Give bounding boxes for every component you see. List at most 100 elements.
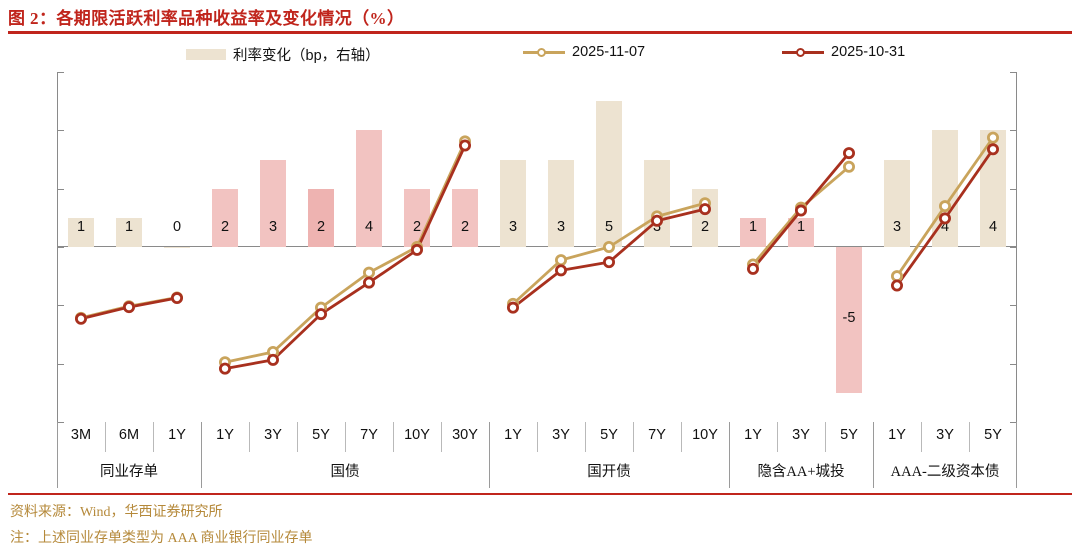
data-point-2025-10-31 [171,292,184,305]
bar-value-label: 1 [124,219,134,235]
data-point-2025-10-31 [554,264,567,277]
data-point-2025-10-31 [458,139,471,152]
bar [548,159,574,247]
y-tick-left [58,363,64,365]
bar [68,217,94,247]
bar [740,217,766,247]
legend-label-2025-10-31: 2025-10-31 [831,44,906,60]
x-minor-separator [249,422,250,452]
x-group-separator [489,422,490,488]
y-tick-right [1010,188,1016,190]
bar [164,247,190,248]
data-point-2025-10-31 [506,301,519,314]
bar [836,247,862,393]
x-tick-label: 5Y [840,427,858,443]
x-group-label: 隐含AA+城投 [757,464,845,480]
x-minor-separator [825,422,826,452]
data-point-2025-10-31 [939,212,952,225]
bar [308,188,334,247]
legend-swatch-bar [186,49,226,60]
y-tick-right [1010,363,1016,365]
bar [500,159,526,247]
bar [452,188,478,247]
legend-label-rate-change: 利率变化（bp，右轴） [233,48,380,64]
bar [404,188,430,247]
bar-value-label: 2 [700,219,710,235]
bar-value-label: 3 [268,219,278,235]
x-tick-label: 3Y [936,427,954,443]
baseline-zero [57,246,1017,247]
x-minor-separator [537,422,538,452]
legend-item-2025-10-31: 2025-10-31 [782,44,905,60]
x-tick-label: 1Y [504,427,522,443]
figure-footer: 资料来源：Wind，华西证券研究所 注：上述同业存单类型为 AAA 商业银行同业… [10,500,1070,552]
x-tick-label: 1Y [216,427,234,443]
bar-value-label: 3 [508,219,518,235]
data-point-2025-10-31 [123,301,136,314]
bar-value-label: 2 [220,219,230,235]
y-axis-right [1016,72,1017,422]
data-point-2025-10-31 [603,256,616,269]
divider-bottom [8,493,1072,495]
bar-value-label: 0 [172,219,182,235]
x-tick-label: 10Y [692,427,718,443]
y-tick-left [58,130,64,132]
y-tick-right [1010,422,1016,423]
x-group-separator [1016,422,1017,488]
x-tick-label: 7Y [360,427,378,443]
x-tick-label: 5Y [312,427,330,443]
data-point-2025-10-31 [891,279,904,292]
footer-source: 资料来源：Wind，华西证券研究所 [10,505,223,520]
bar-value-label: 3 [556,219,566,235]
bar-value-label: 3 [892,219,902,235]
bar-value-label: 5 [604,219,614,235]
x-tick-label: 1Y [744,427,762,443]
y-tick-left [58,422,64,423]
x-minor-separator [393,422,394,452]
bar-value-label: 4 [940,219,950,235]
footer-note: 注：上述同业存单类型为 AAA 商业银行同业存单 [10,531,313,546]
bar-layer: 1 1 0 2 3 2 4 2 2 3 3 5 3 2 1 1 -5 3 4 4 [57,72,1017,422]
x-tick-label: 5Y [984,427,1002,443]
x-minor-separator [633,422,634,452]
legend-item-rate-change: 利率变化（bp，右轴） [186,44,380,65]
y-tick-right [1010,247,1016,248]
x-minor-separator [681,422,682,452]
axis-frame [57,72,1017,422]
bar [260,159,286,247]
bar [116,217,142,247]
bar-value-label: 2 [460,219,470,235]
bar [356,130,382,247]
data-point-2025-10-31 [795,204,808,217]
legend-item-2025-11-07: 2025-11-07 [523,44,645,60]
x-minor-separator [297,422,298,452]
x-minor-separator [921,422,922,452]
x-group-separator [873,422,874,488]
y-tick-right [1010,130,1016,132]
x-minor-separator [153,422,154,452]
data-point-2025-11-07 [843,160,856,173]
x-minor-separator [345,422,346,452]
data-point-2025-10-31 [74,312,87,325]
y-tick-left [58,188,64,190]
data-point-2025-10-31 [747,262,760,275]
x-minor-separator [585,422,586,452]
bar [884,159,910,247]
x-group-separator [729,422,730,488]
y-tick-left [58,305,64,307]
data-point-2025-10-31 [987,143,1000,156]
bar-value-label: -5 [842,309,856,326]
data-point-2025-11-07 [554,254,567,267]
data-point-2025-11-07 [603,240,616,253]
bar [644,159,670,247]
x-minor-separator [441,422,442,452]
data-point-2025-10-31 [362,276,375,289]
bar [212,188,238,247]
y-tick-left [58,247,64,248]
x-tick-label: 6M [118,427,140,443]
data-point-2025-10-31 [699,203,712,216]
x-tick-label: 3Y [264,427,282,443]
x-tick-label: 30Y [452,427,478,443]
data-point-2025-10-31 [843,147,856,160]
